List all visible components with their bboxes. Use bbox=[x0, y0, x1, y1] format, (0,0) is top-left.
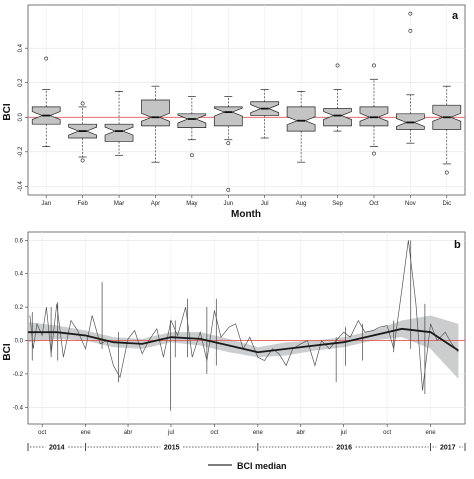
panel-b-year-axis: 2014 2015 2016 2017 bbox=[27, 443, 466, 452]
outlier-point bbox=[226, 141, 231, 146]
panel-b-month-ticks: oct ene abr jul oct ene abr jul oct ene bbox=[38, 424, 436, 436]
a-y-tick-label: 0.2 bbox=[18, 78, 24, 87]
year-label: 2014 bbox=[49, 445, 65, 452]
outlier-point bbox=[44, 56, 49, 61]
outlier-point bbox=[189, 153, 194, 158]
panel-b-y-axis-title: BCI bbox=[2, 343, 13, 360]
a-x-tick-label: Jan bbox=[41, 201, 51, 207]
box-nov bbox=[396, 11, 425, 144]
panel-b-bci-median-line bbox=[29, 240, 459, 391]
b-y-tick-label: 0.4 bbox=[15, 272, 24, 278]
a-x-tick-label: Dic bbox=[442, 201, 451, 207]
b-y-tick-label: 0.0 bbox=[15, 339, 24, 345]
panel-b-smooth-trend-line bbox=[28, 327, 459, 354]
b-month-label: oct bbox=[38, 430, 46, 436]
outlier-point bbox=[444, 170, 449, 175]
panel-b-letter: b bbox=[454, 239, 461, 251]
a-x-tick-label: Feb bbox=[77, 201, 88, 207]
b-month-label: oct bbox=[210, 430, 218, 436]
box-oct bbox=[359, 63, 389, 156]
a-y-tick-label: 0.0 bbox=[18, 112, 24, 121]
outlier-point bbox=[226, 187, 231, 192]
a-x-tick-label: Mar bbox=[114, 201, 124, 207]
b-y-tick-label: 0.6 bbox=[15, 238, 24, 244]
panel-b-confidence-band bbox=[28, 315, 459, 379]
outlier-point bbox=[80, 101, 85, 106]
outlier-point bbox=[335, 63, 340, 68]
box-body bbox=[104, 123, 134, 142]
year-label: 2017 bbox=[440, 445, 456, 452]
box-jul bbox=[250, 89, 280, 139]
box-jun bbox=[213, 96, 243, 192]
box-body bbox=[213, 106, 243, 127]
b-y-tick-label: -0.4 bbox=[13, 405, 24, 411]
a-y-tick-label: -0.2 bbox=[18, 146, 24, 157]
box-body bbox=[323, 108, 352, 127]
a-x-tick-label: Aug bbox=[296, 201, 307, 207]
b-month-label: ene bbox=[81, 430, 92, 436]
b-month-label: abr bbox=[296, 430, 305, 436]
a-x-tick-label: Sep bbox=[332, 201, 343, 207]
b-month-label: ene bbox=[426, 430, 437, 436]
b-y-tick-label: -0.2 bbox=[13, 372, 24, 378]
legend-label: BCI median bbox=[237, 461, 287, 471]
box-may bbox=[177, 96, 207, 158]
a-x-tick-label: Apr bbox=[151, 201, 160, 207]
a-x-tick-label: Jul bbox=[261, 201, 269, 207]
a-x-tick-label: Nov bbox=[405, 201, 416, 207]
panel-a-y-ticks: -0.4 -0.2 0.0 0.2 0.4 bbox=[18, 43, 28, 192]
box-feb bbox=[68, 101, 97, 163]
box-body bbox=[177, 113, 207, 128]
box-dic bbox=[432, 85, 462, 175]
box-mar bbox=[104, 91, 134, 156]
box-apr bbox=[141, 85, 170, 163]
panel-a-frame bbox=[27, 4, 466, 196]
panel-b-timeseries: -0.4 -0.2 0.0 0.2 0.4 0.6 oct ene abr jul oct ene a… bbox=[2, 231, 466, 471]
panel-a-boxes bbox=[31, 11, 462, 192]
b-month-label: oct bbox=[383, 430, 391, 436]
a-x-tick-label: Jun bbox=[223, 201, 233, 207]
panel-a-x-ticks: Jan Feb Mar Apr May Jun Jul Aug Sep Oct Nov Dic bbox=[41, 195, 451, 207]
box-body bbox=[141, 99, 170, 127]
b-month-label: ene bbox=[253, 430, 264, 436]
a-x-tick-label: Oct bbox=[369, 201, 379, 207]
outlier-point bbox=[408, 11, 413, 16]
b-month-label: abr bbox=[124, 430, 133, 436]
outlier-point bbox=[372, 63, 376, 68]
panel-a-boxplot: -0.4 -0.2 0.0 0.2 0.4 Jan Feb Mar Apr May Jun Jul A… bbox=[2, 4, 466, 220]
panel-b-gridlines bbox=[28, 232, 465, 424]
panel-b-y-ticks: -0.4 -0.2 0.0 0.2 0.4 0.6 bbox=[13, 238, 28, 411]
a-x-tick-label: May bbox=[186, 201, 197, 207]
panel-a-x-axis-title: Month bbox=[231, 209, 261, 220]
b-month-label: jul bbox=[167, 430, 174, 436]
box-body bbox=[286, 106, 316, 132]
box-aug bbox=[286, 91, 316, 163]
a-y-tick-label: 0.4 bbox=[18, 43, 24, 52]
a-y-tick-label: -0.4 bbox=[18, 181, 24, 192]
year-label: 2016 bbox=[336, 445, 352, 452]
panel-a-y-axis-title: BCI bbox=[2, 103, 13, 120]
year-label: 2015 bbox=[164, 445, 180, 452]
outlier-point bbox=[80, 158, 85, 163]
outlier-point bbox=[372, 151, 376, 156]
box-sep bbox=[323, 63, 352, 132]
box-jan bbox=[31, 56, 61, 147]
panel-a-letter: a bbox=[452, 10, 459, 22]
outlier-point bbox=[408, 29, 413, 33]
b-month-label: jul bbox=[340, 430, 347, 436]
b-y-tick-label: 0.2 bbox=[15, 305, 24, 311]
